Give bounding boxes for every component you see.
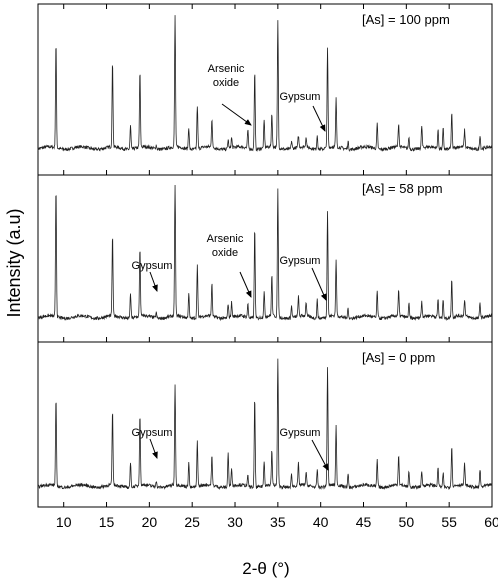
- annotation-label: Gypsum: [280, 255, 321, 267]
- annotation-label: Arsenic: [208, 63, 245, 75]
- panel-2: [As] = 58 ppm Gypsum Arsenic oxide Gypsum: [37, 174, 493, 343]
- annotation-arrow: [311, 267, 327, 301]
- x-axis: 10 15 20 25 30 35 40 45 50 55 60: [56, 4, 498, 530]
- x-tick-label: 40: [313, 514, 329, 530]
- annotation-label: Gypsum: [132, 427, 173, 439]
- x-tick-label: 25: [184, 514, 200, 530]
- panel-label: [As] = 100 ppm: [362, 12, 450, 27]
- x-axis-label: 2-θ (°): [242, 559, 289, 578]
- annotation-label: Arsenic: [207, 233, 244, 245]
- annotation-label: Gypsum: [280, 91, 321, 103]
- x-tick-label: 15: [99, 514, 115, 530]
- panel-label: [As] = 58 ppm: [362, 181, 443, 196]
- annotation-arrow: [239, 271, 252, 298]
- annotation-arrow: [221, 103, 252, 126]
- pattern-trace: [37, 358, 493, 491]
- annotation-arrow: [312, 105, 326, 132]
- x-tick-label: 50: [399, 514, 415, 530]
- annotation-label: Gypsum: [132, 260, 173, 272]
- annotation-label: oxide: [212, 247, 238, 259]
- panel-1: [As] = 100 ppm Arsenic oxide Gypsum: [37, 3, 493, 176]
- x-tick-label: 45: [356, 514, 372, 530]
- panel-frame: [37, 341, 493, 508]
- pattern-trace: [37, 15, 493, 152]
- annotation-arrow: [311, 439, 329, 471]
- x-tick-label: 30: [227, 514, 243, 530]
- annotation-arrow: [149, 438, 158, 459]
- annotation-label: Gypsum: [280, 427, 321, 439]
- panel-label: [As] = 0 ppm: [362, 350, 435, 365]
- pattern-trace: [37, 184, 493, 322]
- annotation-arrow: [149, 271, 158, 292]
- x-tick-label: 60: [484, 514, 498, 530]
- panel-frame: [37, 3, 493, 176]
- x-tick-label: 35: [270, 514, 286, 530]
- x-tick-label: 20: [142, 514, 158, 530]
- x-tick-label: 10: [56, 514, 72, 530]
- x-tick-label: 55: [441, 514, 457, 530]
- panel-3: [As] = 0 ppm Gypsum Gypsum: [37, 341, 493, 508]
- annotation-label: oxide: [213, 77, 239, 89]
- y-axis-label: Intensity (a.u): [4, 208, 24, 317]
